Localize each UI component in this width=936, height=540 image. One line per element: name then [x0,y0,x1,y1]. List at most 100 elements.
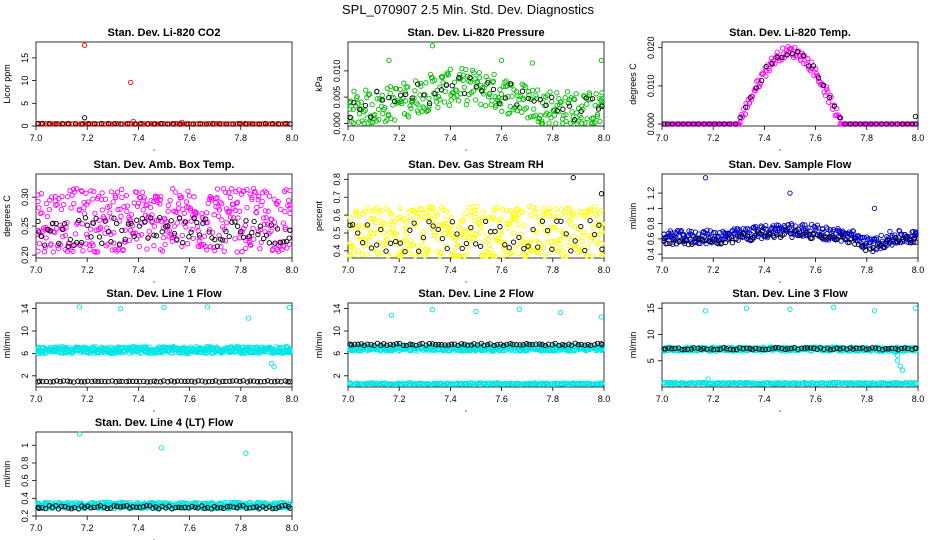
data-point [441,381,448,387]
data-point [376,217,383,224]
data-point [458,341,465,347]
x-tick-label: 8.0 [286,133,299,143]
data-point [796,380,803,387]
data-point [523,105,530,111]
data-point [842,121,848,127]
data-point [541,206,547,212]
data-point [355,230,361,236]
data-point [519,242,525,248]
data-point [181,210,187,216]
data-point [810,63,817,69]
data-point [95,193,102,200]
data-point [385,111,392,117]
data-point [36,240,43,247]
data-point [363,87,369,93]
data-point [847,345,854,351]
data-point [42,242,48,248]
y-tick-label: 0.6 [646,233,656,246]
data-point [789,50,796,57]
data-point [287,187,293,194]
data-point [171,223,178,229]
data-point [107,210,113,216]
data-point [572,224,578,230]
data-point [416,248,422,254]
data-point [436,230,443,236]
data-point [226,190,232,196]
data-point [489,253,495,259]
data-point [598,57,605,64]
data-point [550,243,556,249]
data-point [845,239,851,246]
data-point [119,378,125,385]
data-point [504,341,510,348]
data-point [111,229,117,236]
data-point [457,76,464,82]
data-point [459,245,465,252]
data-point [192,379,198,385]
data-point [844,346,850,352]
data-point [352,341,358,347]
data-point [442,220,448,227]
data-point [484,253,490,259]
data-point [386,94,392,101]
data-point [278,206,284,213]
axis-mark [779,149,781,151]
data-point [490,86,497,93]
data-point [555,213,561,219]
data-point [392,98,398,105]
data-point [516,306,523,312]
data-point [55,245,61,252]
data-point [111,215,117,221]
data-point [205,200,211,206]
data-point [408,105,414,112]
panel-title: Stan. Dev. Li-820 Temp. [729,27,851,39]
data-point [478,253,485,259]
data-point [565,235,571,242]
data-point [445,72,452,78]
data-point [236,208,243,214]
data-point [868,121,874,127]
data-point [381,229,387,236]
data-point [757,81,764,87]
data-point [247,242,253,248]
data-point [881,244,888,251]
data-point [133,378,139,385]
data-point [521,246,527,252]
data-point [573,243,579,249]
data-point [766,346,772,352]
data-point [287,227,293,233]
data-point [473,83,479,90]
data-point [680,121,686,127]
axis-mark [153,281,155,283]
data-point [789,222,795,229]
data-point [128,218,134,224]
data-point [178,194,185,201]
data-point [723,346,730,352]
data-point [568,248,574,254]
data-point [260,215,267,221]
data-point [520,97,526,103]
y-tick-label: 2 [332,373,342,378]
data-point [467,74,473,81]
x-tick-label: 7.8 [861,133,874,143]
data-point [496,100,502,107]
data-point [590,120,596,126]
data-point [823,84,830,90]
data-point [693,235,699,241]
data-point [401,80,407,86]
data-point [578,223,584,230]
data-point [426,218,432,225]
data-point [224,220,230,226]
data-point [226,233,232,240]
data-point [444,209,450,215]
data-point [510,239,517,245]
data-point [510,381,516,388]
data-point [405,380,412,386]
data-point [165,208,171,214]
data-point [50,249,56,255]
data-point [427,216,433,222]
data-point [206,229,212,235]
data-point [830,226,836,233]
data-point [542,253,548,259]
data-point [519,209,526,216]
